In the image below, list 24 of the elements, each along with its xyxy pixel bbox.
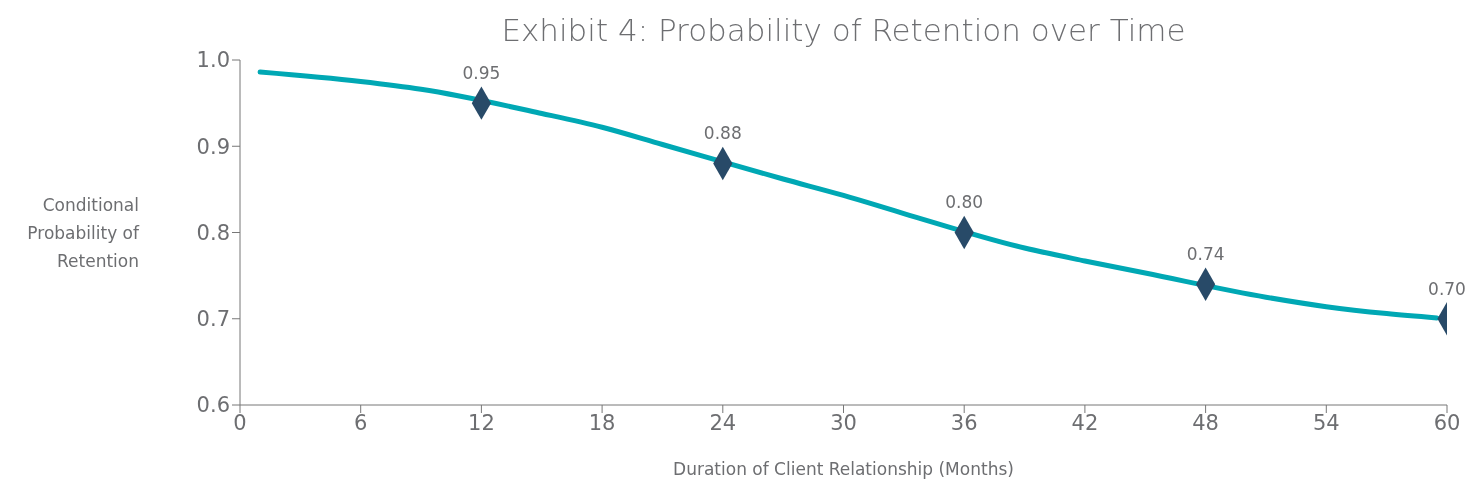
data-label: 0.74 xyxy=(1186,244,1225,265)
x-tick-label: 0 xyxy=(233,410,247,435)
x-tick-label: 42 xyxy=(1071,410,1099,435)
x-tick-label: 12 xyxy=(468,410,495,435)
data-label: 0.80 xyxy=(945,192,984,213)
x-tick-label: 18 xyxy=(588,410,616,435)
x-tick-label: 6 xyxy=(354,410,368,435)
y-tick-label: 1.0 xyxy=(196,48,230,73)
data-label: 0.70 xyxy=(1428,278,1466,299)
y-tick-label: 0.7 xyxy=(196,307,230,332)
x-axis-title: Duration of Client Relationship (Months) xyxy=(673,459,1014,479)
data-label: 0.95 xyxy=(462,63,501,84)
y-axis-title: Conditional Probability of Retention xyxy=(27,194,141,271)
x-tick-label: 30 xyxy=(830,410,857,435)
x-tick-label: 54 xyxy=(1312,410,1340,435)
y-tick-label: 0.8 xyxy=(196,220,230,245)
y-tick-label: 0.9 xyxy=(196,134,230,159)
x-tick-label: 36 xyxy=(950,410,978,435)
x-tick-label: 60 xyxy=(1433,410,1461,435)
x-tick-label: 24 xyxy=(709,410,737,435)
y-tick-label: 0.6 xyxy=(196,393,230,418)
chart-title: Exhibit 4: Probability of Retention over Time xyxy=(500,12,1187,48)
x-tick-label: 48 xyxy=(1192,410,1219,435)
data-label: 0.88 xyxy=(703,123,742,144)
